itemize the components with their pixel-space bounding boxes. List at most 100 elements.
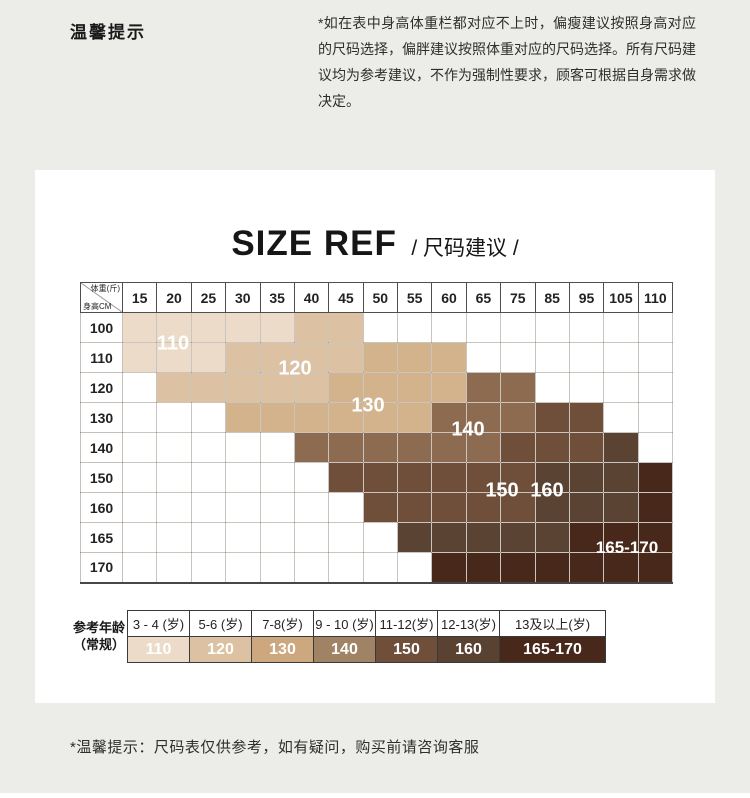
empty-cell: [259, 552, 295, 584]
age-range-cell: 13及以上(岁): [499, 610, 606, 637]
size-band-cell: [465, 462, 502, 493]
empty-cell: [293, 522, 330, 553]
size-band-cell: [259, 342, 295, 373]
weight-header-cell: 45: [328, 282, 364, 313]
size-band-cell: [603, 462, 639, 493]
empty-cell: [259, 522, 295, 553]
diagonal-divider: [81, 283, 122, 312]
empty-cell: [293, 462, 330, 493]
size-band-cell: [431, 342, 467, 373]
empty-cell: [431, 312, 467, 343]
weight-header-cell: 75: [500, 282, 536, 313]
size-band-cell: [293, 372, 330, 403]
size-band-cell: [637, 552, 674, 584]
weight-header-cell: 40: [293, 282, 330, 313]
size-band-cell: [396, 402, 433, 433]
empty-cell: [156, 492, 192, 523]
age-legend-row-label-line2: （常规）: [73, 637, 126, 652]
size-swatch-cell: 120: [189, 636, 252, 663]
size-band-cell: [568, 552, 605, 584]
size-band-cell: [637, 492, 674, 523]
height-header-cell: 150: [80, 462, 123, 493]
size-band-cell: [568, 492, 605, 523]
size-band-cell: [637, 462, 674, 493]
size-band-cell: [568, 402, 605, 433]
age-range-cell: 9 - 10 (岁): [313, 610, 376, 637]
empty-cell: [190, 432, 227, 463]
empty-cell: [225, 492, 261, 523]
empty-cell: [568, 312, 605, 343]
size-band-cell: [362, 462, 399, 493]
height-row: 110: [80, 342, 674, 373]
empty-cell: [156, 522, 192, 553]
age-legend-row-label: 参考年龄 （常规）: [73, 619, 125, 653]
height-row: 170: [80, 552, 674, 584]
weight-header-cell: 25: [190, 282, 227, 313]
height-header-cell: 170: [80, 552, 123, 584]
empty-cell: [121, 372, 158, 403]
empty-cell: [328, 522, 364, 553]
empty-cell: [225, 552, 261, 584]
size-band-cell: [225, 372, 261, 403]
empty-cell: [328, 552, 364, 584]
size-band-cell: [431, 462, 467, 493]
size-band-cell: [568, 432, 605, 463]
empty-cell: [190, 492, 227, 523]
height-header-cell: 140: [80, 432, 123, 463]
empty-cell: [500, 312, 536, 343]
bottom-strip: [0, 793, 750, 798]
height-row: 140: [80, 432, 674, 463]
tips-body-text: *如在表中身高体重栏都对应不上时，偏瘦建议按照身高对应的尺码选择，偏胖建议按照体…: [318, 15, 696, 109]
weight-header-cell: 65: [465, 282, 502, 313]
height-row: 160: [80, 492, 674, 523]
empty-cell: [121, 432, 158, 463]
size-band-cell: [465, 402, 502, 433]
size-band-cell: [328, 402, 364, 433]
footer-note: *温馨提示：尺码表仅供参考，如有疑问，购买前请咨询客服: [70, 739, 480, 756]
empty-cell: [121, 402, 158, 433]
size-band-cell: [225, 342, 261, 373]
size-chart-grid: 体重(斤) 身高CM 15 20 25 30 35 40 45 50 55 60 65 75 85 95 105…: [80, 282, 674, 584]
weight-header-cell: 105: [603, 282, 639, 313]
size-band-cell: [465, 432, 502, 463]
size-band-cell: [259, 402, 295, 433]
empty-cell: [328, 492, 364, 523]
empty-cell: [225, 432, 261, 463]
empty-cell: [259, 492, 295, 523]
size-band-cell: [225, 402, 261, 433]
weight-header-cell: 60: [431, 282, 467, 313]
weight-header-cell: 15: [121, 282, 158, 313]
empty-cell: [603, 342, 639, 373]
size-band-cell: [637, 522, 674, 553]
size-band-cell: [431, 492, 467, 523]
size-band-cell: [293, 402, 330, 433]
age-range-cell: 12-13(岁): [437, 610, 500, 637]
age-legend-section: 参考年龄 （常规） 3 - 4 (岁) 5-6 (岁) 7-8(岁) 9 - 10 (…: [73, 610, 673, 663]
size-swatch-cell: 130: [251, 636, 314, 663]
tips-heading: 温馨提示: [70, 23, 146, 42]
empty-cell: [603, 372, 639, 403]
size-band-cell: [362, 342, 399, 373]
height-header-cell: 160: [80, 492, 123, 523]
empty-cell: [500, 342, 536, 373]
empty-cell: [637, 342, 674, 373]
weight-header-cell: 30: [225, 282, 261, 313]
size-band-cell: [396, 492, 433, 523]
size-swatch-cell: 160: [437, 636, 500, 663]
empty-cell: [121, 492, 158, 523]
size-band-cell: [431, 432, 467, 463]
size-band-cell: [362, 432, 399, 463]
size-band-cell: [534, 552, 570, 584]
age-range-cell: 11-12(岁): [375, 610, 438, 637]
size-band-cell: [396, 342, 433, 373]
size-band-cell: [500, 492, 536, 523]
size-swatch-cell: 165-170: [499, 636, 606, 663]
size-band-cell: [293, 312, 330, 343]
empty-cell: [637, 372, 674, 403]
size-band-cell: [328, 432, 364, 463]
empty-cell: [465, 342, 502, 373]
size-band-cell: [465, 552, 502, 584]
size-band-cell: [328, 312, 364, 343]
size-band-cell: [328, 372, 364, 403]
empty-cell: [190, 462, 227, 493]
